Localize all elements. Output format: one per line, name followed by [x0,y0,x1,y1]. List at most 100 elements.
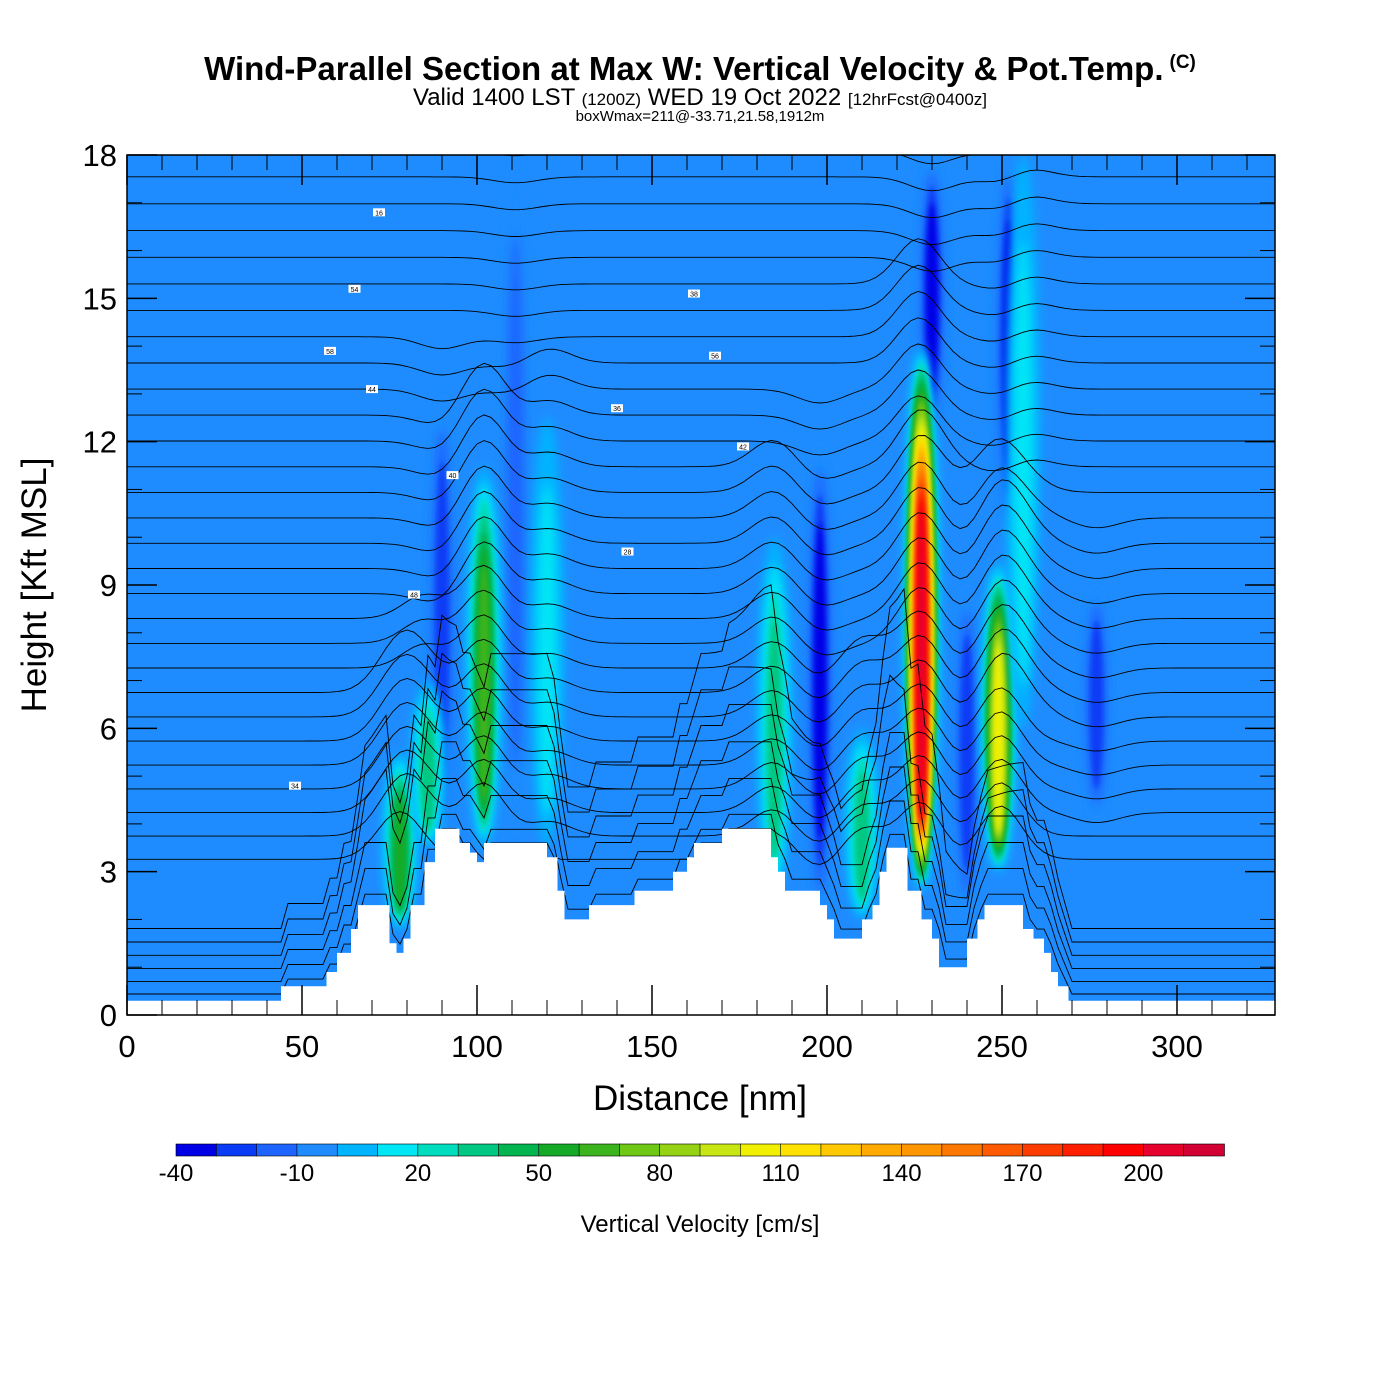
colorbar-swatch [457,1143,500,1157]
theta-label-bg [289,781,301,790]
colorbar-tick-label: 110 [761,1160,799,1187]
colorbar: -40 -10 20 50 80 110 140 170 200 [159,1143,1225,1187]
theta-contour [127,223,1275,246]
theta-contour [127,554,1275,631]
updraft-level [917,504,926,816]
colorbar-tick-label: 20 [404,1160,431,1187]
theta-contour [127,317,1275,376]
y-tick-label: 3 [100,855,117,890]
theta-label-bg [446,471,459,480]
theta-contour [127,409,1275,479]
theta-contour-label: 48 [410,593,418,600]
colorbar-swatch [538,1143,580,1157]
x-tick-label: 200 [801,1029,853,1064]
utc-time: (1200Z) [581,90,642,109]
theta-contour [127,238,1275,291]
theta-label-bg [737,442,749,451]
colorbar-tick-label: 50 [525,1160,552,1187]
theta-contour-label: 28 [624,550,632,557]
theta-contour [127,196,1275,219]
updraft-level [421,718,435,830]
updraft-6 [904,346,939,891]
theta-label-bg [621,547,634,556]
colorbar-tick-label: -10 [280,1160,315,1187]
chart-title-text: Wind-Parallel Section at Max W: Vertical… [204,50,1164,87]
theta-contour-label: 56 [711,354,719,361]
y-tick-label: 9 [100,568,117,603]
colorbar-tick-label: 170 [1002,1160,1042,1187]
colorbar-swatch [901,1143,943,1157]
terrain [127,828,1275,1015]
theta-contour-label: 40 [449,473,457,480]
colorbar-swatch [941,1143,983,1157]
downdraft-level [926,203,938,394]
colorbar-swatch [1022,1143,1064,1157]
updraft-8 [1006,155,1040,729]
colorbar-tick-label: -40 [159,1160,194,1187]
theta-contour [127,813,1275,995]
y-axis-label: Height [Kft MSL] [15,458,54,713]
valid-time: Valid 1400 LST [412,84,575,111]
theta-contour-label: 54 [351,287,359,294]
theta-contour [127,461,1275,530]
box-info: boxWmax=211@-33.71,21.58,1912m [575,108,825,125]
theta-label-bg [709,351,721,360]
chart-subtitle: Valid 1400 LST (1200Z) WED 19 Oct 2022 [… [0,84,1400,112]
copyright-mark: (C) [1169,52,1196,73]
y-tick-label: 0 [100,998,117,1033]
theta-label-bg [366,385,378,394]
theta-contour [127,690,1275,956]
theta-contour [127,777,1275,982]
theta-contour [127,362,1275,430]
theta-contour [127,479,1275,556]
theta-contour [127,250,1275,272]
updraft-level [479,565,489,801]
updraft-5 [845,728,879,920]
theta-contour [127,741,1275,969]
colorbar-label: Vertical Velocity [cm/s] [581,1211,820,1238]
theta-label-bg [348,284,361,293]
updraft-level [768,619,781,857]
colorbar-swatch [1143,1143,1185,1157]
updraft-2 [467,465,501,848]
updraft-level [994,647,1003,831]
x-axis-label: Distance [nm] [593,1079,807,1118]
theta-contour-label: 36 [613,406,621,413]
colorbar-swatch [336,1143,379,1157]
colorbar-swatch [1062,1143,1104,1157]
colorbar-tick-label: 200 [1123,1160,1163,1187]
theta-contour [127,652,1275,943]
theta-contour [127,652,1275,728]
downdraft-level [1089,620,1104,789]
downdraft-level [814,522,826,839]
theta-contour [127,678,1275,752]
colorbar-swatch [860,1143,903,1157]
colorbar-swatch [659,1143,701,1157]
colorbar-swatch [740,1143,782,1157]
theta-contour-label: 58 [326,349,334,356]
colorbar-swatch [1183,1143,1225,1157]
theta-contour [127,529,1275,606]
downdraft-2 [806,441,834,920]
theta-contour [127,702,1275,776]
colorbar-swatch [699,1143,742,1157]
updraft-level [1013,242,1033,687]
colorbar-swatch [780,1143,822,1157]
chart-title: Wind-Parallel Section at Max W: Vertical… [0,50,1400,88]
colorbar-swatch [578,1143,621,1157]
downdraft-level [507,232,524,770]
theta-contour [127,264,1275,317]
colorbar-swatch [256,1143,298,1157]
y-tick-label: 12 [83,425,117,460]
theta-contour [127,504,1275,581]
theta-contour-label: 38 [690,292,698,299]
colorbar-swatch [417,1143,459,1157]
updraft-level [537,483,557,817]
theta-contour [127,749,1275,823]
theta-contour [127,584,1275,929]
valid-date: WED 19 Oct 2022 [647,84,842,111]
x-tick-label: 50 [285,1029,319,1064]
x-tick-label: 100 [451,1029,503,1064]
